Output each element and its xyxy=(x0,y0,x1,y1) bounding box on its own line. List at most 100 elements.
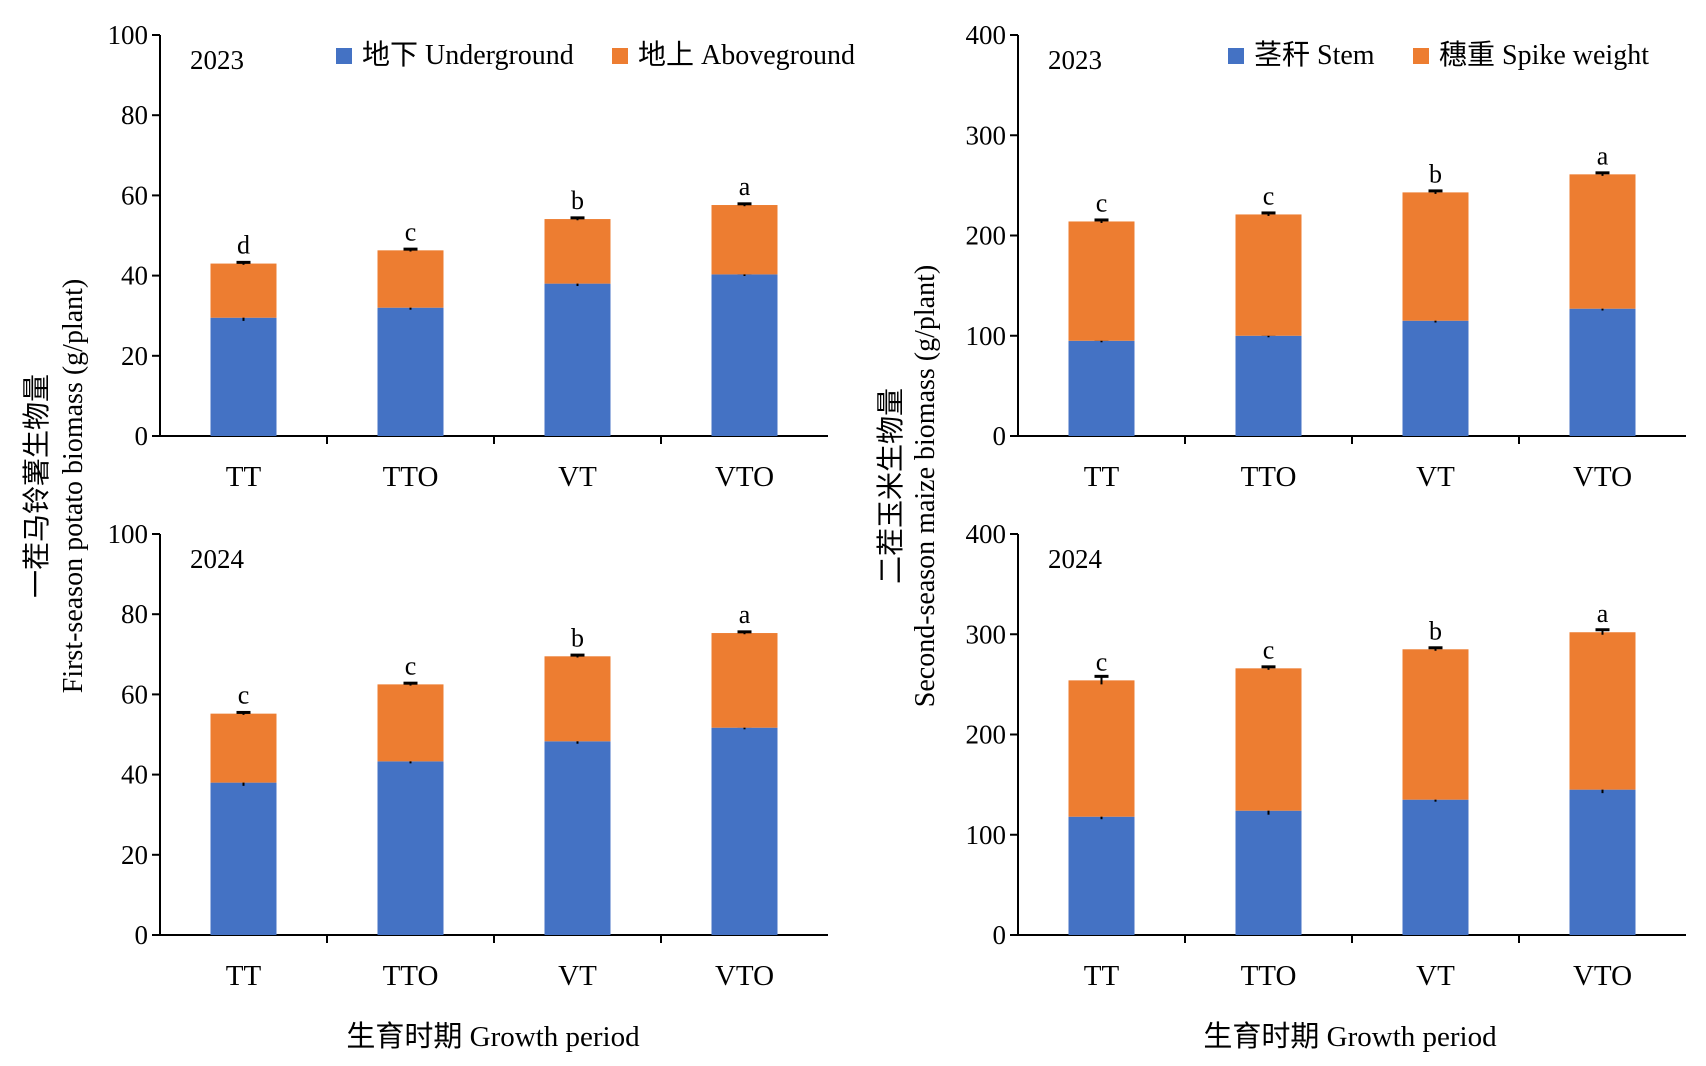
y-tick-label: 80 xyxy=(121,599,148,629)
bar-lower xyxy=(210,317,277,436)
panel-potato-2023: 020406080100TTTTOVTVTOddccbbaa2023地下 Und… xyxy=(108,20,855,493)
x-tick-label: VT xyxy=(558,960,597,992)
y-tick-label: 100 xyxy=(108,519,149,549)
significance-letter: b xyxy=(571,186,584,215)
x-tick-label: VTO xyxy=(1573,960,1632,992)
bar-lower xyxy=(1235,335,1302,436)
bar-upper xyxy=(1235,668,1302,811)
left-ylabel-cn: 一茬马铃薯生物量 xyxy=(21,374,53,598)
significance-letter: a xyxy=(1597,599,1609,628)
y-tick-label: 400 xyxy=(966,519,1007,549)
right-ylabel-cn: 二茬玉米生物量 xyxy=(875,388,907,584)
x-tick-label: VT xyxy=(1416,960,1455,992)
significance-letter: a xyxy=(1597,141,1609,170)
significance-letter: c xyxy=(1096,647,1108,676)
y-tick-label: 60 xyxy=(121,180,148,210)
bar-upper xyxy=(210,713,277,783)
bar-upper xyxy=(1402,649,1469,800)
significance-letter: b xyxy=(1429,616,1442,645)
y-tick-label: 0 xyxy=(993,421,1007,451)
x-tick-label: VT xyxy=(1416,461,1455,493)
left-xlabel: 生育时期 Growth period xyxy=(346,1020,640,1053)
y-tick-label: 200 xyxy=(966,221,1007,251)
bar-lower xyxy=(210,782,277,935)
panel-potato-2024: 020406080100TTTTOVTVTOdcccbbaa2024 xyxy=(108,519,828,992)
y-tick-label: 100 xyxy=(966,820,1007,850)
bar-lower xyxy=(711,274,778,436)
x-tick-label: TTO xyxy=(1241,461,1297,493)
bar-upper xyxy=(1068,680,1135,817)
y-tick-label: 60 xyxy=(121,679,148,709)
bar-lower xyxy=(1569,789,1636,935)
bar-upper xyxy=(377,250,444,308)
y-tick-label: 80 xyxy=(121,100,148,130)
y-tick-label: 400 xyxy=(966,20,1007,50)
bar-lower xyxy=(544,283,611,436)
y-tick-label: 0 xyxy=(993,920,1007,950)
legend-label: 地上 Aboveground xyxy=(638,39,855,71)
legend-swatch xyxy=(336,48,352,64)
bar-upper xyxy=(711,205,778,275)
y-tick-label: 40 xyxy=(121,261,148,291)
x-tick-label: TT xyxy=(226,960,262,992)
significance-letter: b xyxy=(571,623,584,652)
bar-lower xyxy=(1235,810,1302,935)
left-ylabel-en: First-season potato biomass (g/plant) xyxy=(58,279,89,694)
bar-lower xyxy=(1068,816,1135,935)
y-tick-label: 300 xyxy=(966,619,1007,649)
significance-letter: a xyxy=(739,600,751,629)
legend-label: 穗重 Spike weight xyxy=(1439,39,1649,71)
significance-letter: c xyxy=(238,681,250,710)
panel-maize-2024: 0100200300400TTTTOVTVTOccccbbaa2024 xyxy=(966,519,1686,992)
significance-letter: d xyxy=(237,231,250,260)
x-tick-label: VTO xyxy=(715,960,774,992)
significance-letter: c xyxy=(405,217,417,246)
right-xlabel: 生育时期 Growth period xyxy=(1203,1020,1497,1053)
legend-swatch xyxy=(1228,48,1244,64)
bar-lower xyxy=(1569,308,1636,436)
y-tick-label: 20 xyxy=(121,341,148,371)
bar-upper xyxy=(1402,192,1469,321)
bar-upper xyxy=(1569,174,1636,309)
bar-lower xyxy=(1402,799,1469,935)
x-tick-label: TTO xyxy=(383,960,439,992)
bar-upper xyxy=(210,263,277,318)
significance-letter: c xyxy=(405,651,417,680)
panel-maize-2023: 0100200300400TTTTOVTVTOdcccbbaa2023茎秆 St… xyxy=(966,20,1686,493)
y-tick-label: 0 xyxy=(135,920,149,950)
y-tick-label: 100 xyxy=(966,321,1007,351)
bar-upper xyxy=(711,633,778,728)
y-tick-label: 0 xyxy=(135,421,149,451)
x-tick-label: TTO xyxy=(1241,960,1297,992)
significance-letter: c xyxy=(1263,635,1275,664)
bar-upper xyxy=(1569,632,1636,790)
y-tick-label: 100 xyxy=(108,20,149,50)
panel-year: 2023 xyxy=(1048,45,1102,75)
bar-upper xyxy=(1235,214,1302,336)
panel-year: 2024 xyxy=(190,544,245,574)
bar-lower xyxy=(711,727,778,935)
bar-upper xyxy=(1068,221,1135,341)
significance-letter: c xyxy=(1263,181,1275,210)
significance-letter: a xyxy=(739,172,751,201)
bar-lower xyxy=(1402,320,1469,436)
y-tick-label: 20 xyxy=(121,840,148,870)
x-tick-label: TT xyxy=(1084,461,1120,493)
x-tick-label: TT xyxy=(226,461,262,493)
y-tick-label: 200 xyxy=(966,720,1007,750)
bar-upper xyxy=(544,656,611,742)
legend-label: 地下 Underground xyxy=(362,39,574,71)
x-tick-label: TTO xyxy=(383,461,439,493)
legend-swatch xyxy=(612,48,628,64)
bar-lower xyxy=(1068,340,1135,436)
bar-lower xyxy=(544,741,611,935)
x-tick-label: VTO xyxy=(1573,461,1632,493)
legend-swatch xyxy=(1413,48,1429,64)
bar-upper xyxy=(544,219,611,284)
significance-letter: c xyxy=(1096,188,1108,217)
x-tick-label: VT xyxy=(558,461,597,493)
x-tick-label: TT xyxy=(1084,960,1120,992)
y-tick-label: 40 xyxy=(121,760,148,790)
y-tick-label: 300 xyxy=(966,120,1007,150)
